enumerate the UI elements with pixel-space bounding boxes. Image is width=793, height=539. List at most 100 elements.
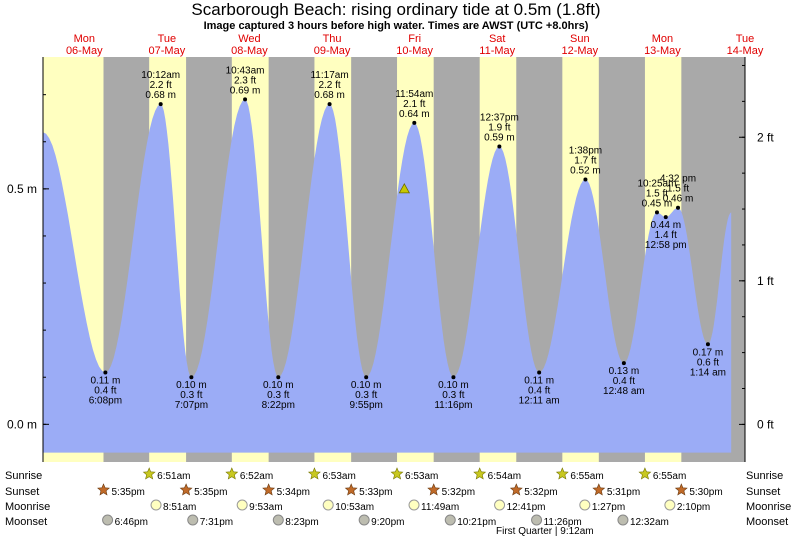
low-tide-label: 11:16pm xyxy=(434,400,472,411)
high-tide-label: 11:54am xyxy=(395,89,433,100)
day-label-dow: Mon xyxy=(652,33,673,45)
moonrise-icon xyxy=(322,499,334,511)
chart-subtitle: Image captured 3 hours before high water… xyxy=(204,20,589,32)
extreme-point xyxy=(364,375,369,380)
high-tide-label: 2.1 ft xyxy=(403,99,425,110)
low-tide-label: 0.3 ft xyxy=(355,390,377,401)
day-label-date: 09-May xyxy=(314,45,351,57)
sunset-star-icon xyxy=(97,483,110,496)
high-tide-label: 0.69 m xyxy=(230,85,261,96)
low-tide-label: 0.3 ft xyxy=(442,390,464,401)
high-tide-label: 1.5 ft xyxy=(646,188,668,199)
moonrise-time: 12:41pm xyxy=(507,502,546,513)
moonrise-row-label-right: Moonrise xyxy=(746,501,791,513)
tide-area xyxy=(43,99,732,453)
day-label-date: 12-May xyxy=(561,45,598,57)
sunrise-time: 6:53am xyxy=(322,471,355,482)
moonset-time: 7:31pm xyxy=(200,517,233,528)
sunset-star-icon xyxy=(344,483,358,496)
extreme-point xyxy=(103,370,108,375)
day-label-date: 06-May xyxy=(66,45,103,57)
sunset-star-icon xyxy=(179,483,193,496)
day-label-dow: Fri xyxy=(408,33,421,45)
sunset-row-label-right: Sunset xyxy=(746,486,780,498)
plot-frame xyxy=(42,57,746,462)
low-tide-label: 9:55pm xyxy=(350,400,383,411)
day-label-date: 14-May xyxy=(727,45,764,57)
moonset-time: 9:20pm xyxy=(371,517,404,528)
low-tide-label: 0.3 ft xyxy=(267,390,289,401)
moonset-icon xyxy=(444,514,456,526)
sunrise-time: 6:55am xyxy=(570,471,603,482)
high-tide-label: 0.68 m xyxy=(145,90,176,101)
sunrise-star-icon xyxy=(555,467,569,480)
chart-title: Scarborough Beach: rising ordinary tide … xyxy=(191,0,600,19)
sunrise-time: 6:51am xyxy=(157,471,190,482)
high-tide-label: 1.9 ft xyxy=(488,122,510,133)
high-tide-label: 11:17am xyxy=(310,70,348,81)
moonrise-time: 2:10pm xyxy=(677,502,710,513)
day-label-dow: Mon xyxy=(74,33,95,45)
extreme-point xyxy=(621,361,626,366)
day-label-dow: Sat xyxy=(489,33,506,45)
sunrise-star-icon xyxy=(390,467,404,480)
current-tide-triangle xyxy=(398,183,411,194)
moon-phase-note: First Quarter | 9:12am xyxy=(496,526,594,537)
moonset-icon xyxy=(617,514,629,526)
sunset-time: 5:35pm xyxy=(194,487,227,498)
extreme-point xyxy=(412,120,417,125)
sunrise-star-icon xyxy=(638,467,652,480)
day-label-dow: Tue xyxy=(158,33,177,45)
current-tide-marker xyxy=(398,183,411,194)
day-label-date: 13-May xyxy=(644,45,681,57)
sunset-star-icon xyxy=(262,483,276,496)
low-tide-label: 1.4 ft xyxy=(655,230,677,241)
moonset-icon xyxy=(531,514,543,526)
extreme-point xyxy=(158,102,163,107)
high-tide-label: 0.59 m xyxy=(484,132,515,143)
low-tide-label: 0.10 m xyxy=(263,380,294,391)
sunset-time: 5:30pm xyxy=(689,487,722,498)
low-tide-label: 12:48 am xyxy=(603,386,645,397)
sunrise-time: 6:52am xyxy=(240,471,273,482)
low-tide-label: 1:14 am xyxy=(690,367,726,378)
low-tide-label: 0.4 ft xyxy=(613,376,635,387)
low-tide-label: 6:08pm xyxy=(89,396,122,407)
extreme-point xyxy=(676,205,681,210)
extreme-point xyxy=(327,102,332,107)
low-tide-label: 12:58 pm xyxy=(645,240,687,251)
high-tide-label: 0.68 m xyxy=(314,90,345,101)
high-tide-label: 10:12am xyxy=(141,70,180,81)
high-tide-label: 4:32 pm xyxy=(660,174,696,185)
moonset-time: 12:32am xyxy=(630,517,669,528)
moonrise-icon xyxy=(236,499,248,511)
high-tide-label: 1.7 ft xyxy=(574,155,596,166)
low-tide-label: 0.6 ft xyxy=(697,357,719,368)
low-tide-label: 0.11 m xyxy=(90,376,120,387)
day-label-date: 11-May xyxy=(479,45,515,57)
day-label-date: 07-May xyxy=(149,45,186,57)
day-label-date: 10-May xyxy=(396,45,433,57)
low-tide-label: 0.10 m xyxy=(438,380,469,391)
moonset-icon xyxy=(358,514,370,526)
high-tide-label: 0.64 m xyxy=(399,109,430,120)
low-tide-label: 0.4 ft xyxy=(94,386,116,397)
low-tide-label: 0.11 m xyxy=(524,376,554,387)
moonset-time: 6:46pm xyxy=(115,517,148,528)
high-tide-label: 0.52 m xyxy=(570,165,601,176)
moonset-icon xyxy=(187,514,199,526)
moonrise-time: 11:49am xyxy=(421,502,459,513)
moonrise-icon xyxy=(408,499,420,511)
low-tide-label: 0.4 ft xyxy=(528,386,550,397)
moonset-icon xyxy=(272,514,284,526)
low-tide-label: 0.17 m xyxy=(693,347,724,358)
low-tide-label: 0.10 m xyxy=(351,380,382,391)
sunrise-time: 6:53am xyxy=(405,471,438,482)
moonrise-row-label-left: Moonrise xyxy=(5,501,50,513)
y-tick-label-m: 0.5 m xyxy=(7,182,37,196)
sunset-row-label-left: Sunset xyxy=(5,486,39,498)
moonrise-icon xyxy=(494,499,506,511)
high-tide-label: 12:37pm xyxy=(480,112,519,123)
high-tide-label: 1:38pm xyxy=(569,145,602,156)
